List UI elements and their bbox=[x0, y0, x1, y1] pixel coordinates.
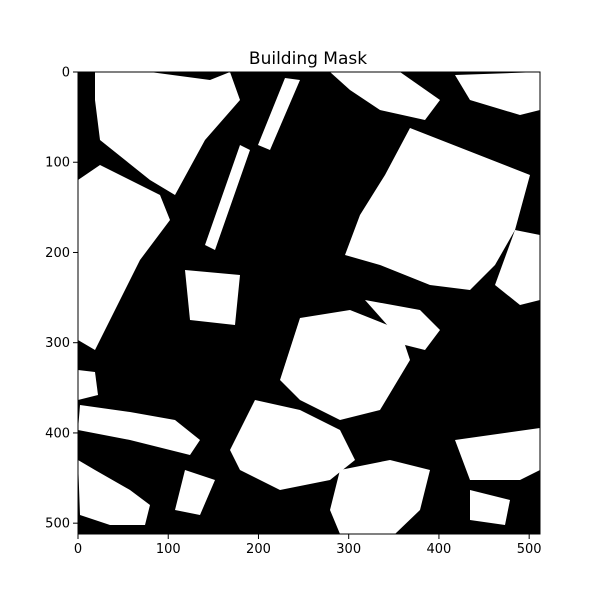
y-tick-label: 300 bbox=[45, 336, 70, 351]
y-tick-label: 500 bbox=[45, 517, 70, 532]
mask-region bbox=[230, 400, 355, 490]
x-axis: 0 100 200 300 400 500 bbox=[74, 534, 542, 557]
mask-regions bbox=[78, 72, 540, 534]
plot-frame bbox=[77, 71, 541, 535]
mask-region bbox=[185, 270, 240, 325]
mask-region bbox=[280, 310, 410, 420]
mask-region bbox=[78, 165, 170, 350]
mask-region bbox=[78, 405, 200, 455]
mask-region bbox=[455, 72, 540, 115]
mask-region bbox=[455, 428, 540, 480]
x-tick-label: 200 bbox=[246, 542, 271, 557]
y-axis: 0 100 200 300 400 500 bbox=[45, 66, 78, 532]
mask-region bbox=[495, 230, 540, 305]
mask-region bbox=[258, 78, 300, 150]
mask-region bbox=[330, 72, 440, 120]
x-tick-label: 300 bbox=[336, 542, 361, 557]
mask-region bbox=[205, 145, 250, 250]
y-tick-label: 100 bbox=[45, 156, 70, 171]
mask-region bbox=[95, 72, 240, 195]
x-tick-label: 500 bbox=[517, 542, 542, 557]
mask-region bbox=[175, 470, 215, 515]
mask-region bbox=[78, 370, 98, 400]
y-tick-label: 400 bbox=[45, 426, 70, 441]
mask-region bbox=[470, 490, 510, 525]
x-tick-label: 0 bbox=[74, 542, 82, 557]
y-tick-label: 200 bbox=[45, 246, 70, 261]
y-tick-label: 0 bbox=[62, 66, 70, 81]
x-tick-label: 400 bbox=[427, 542, 452, 557]
chart-title: Building Mask bbox=[249, 49, 367, 69]
mask-region bbox=[330, 460, 430, 534]
mask-region bbox=[365, 300, 440, 350]
x-tick-label: 100 bbox=[156, 542, 181, 557]
mask-image bbox=[77, 71, 541, 535]
mask-region bbox=[345, 128, 530, 290]
mask-region bbox=[78, 460, 150, 525]
